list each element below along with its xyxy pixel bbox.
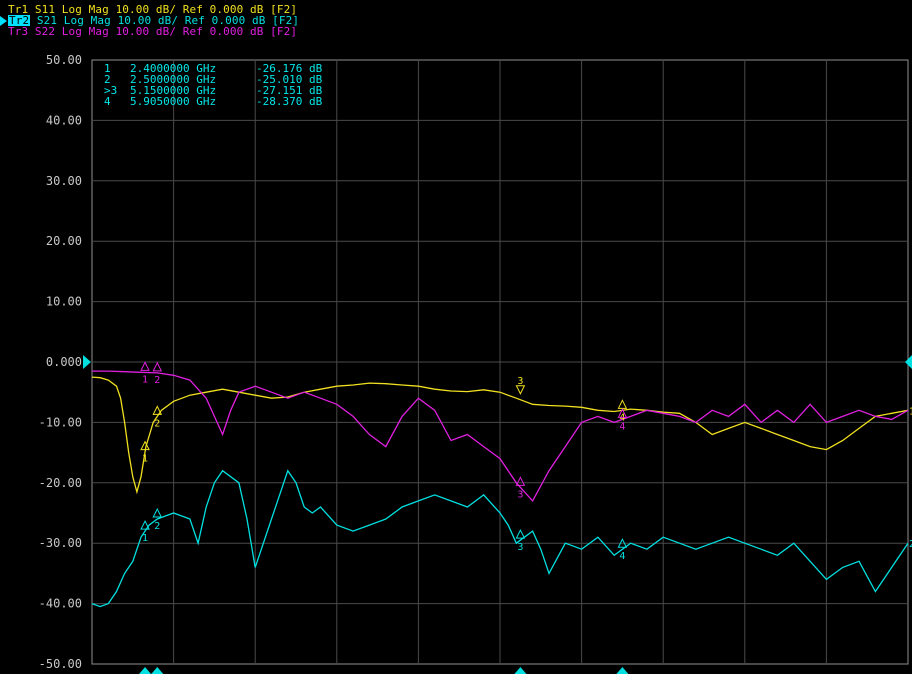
y-tick-label: -30.00 (39, 536, 82, 550)
y-tick-label: -40.00 (39, 597, 82, 611)
marker-3-s21-icon (515, 529, 526, 539)
marker-label: 1 (142, 374, 148, 385)
active-trace-arrow-icon (0, 16, 7, 26)
marker-label: 1 (142, 533, 148, 544)
reference-level-right-icon (905, 355, 912, 369)
trace-header-tr1[interactable]: Tr1 S11 Log Mag 10.00 dB/ Ref 0.000 dB [… (8, 4, 297, 15)
marker-table-frequency: 5.1500000 GHz (130, 84, 216, 97)
marker-1-s11-icon (140, 440, 150, 451)
trace-s11 (91, 376, 909, 495)
y-tick-label: 50.00 (46, 53, 82, 67)
marker-table-value: -28.370 dB (256, 95, 323, 108)
marker-1-s22-icon (140, 361, 150, 371)
marker-position-icon (139, 667, 152, 674)
marker-label: 2 (154, 521, 160, 532)
marker-position-icon (151, 667, 164, 674)
trace-settings: S11 Log Mag 10.00 dB/ Ref 0.000 dB [F2] (28, 3, 298, 16)
y-tick-label: 20.00 (46, 234, 82, 248)
marker-label: 2 (154, 418, 160, 429)
marker-table-label: 1 (104, 62, 111, 75)
trace-s21 (91, 469, 909, 608)
marker-table-label: 2 (104, 73, 111, 86)
trace-settings: S21 Log Mag 10.00 dB/ Ref 0.000 dB [F2] (30, 14, 300, 27)
marker-table-frequency: 2.5000000 GHz (130, 73, 216, 86)
marker-4-s22-icon (617, 408, 628, 418)
marker-1-s21-icon (140, 520, 150, 530)
reference-level-left-icon (83, 355, 91, 369)
trace-end-label: 1 (909, 406, 912, 417)
y-tick-label: -50.00 (39, 657, 82, 671)
marker-position-icon (514, 667, 527, 674)
y-tick-label: -20.00 (39, 476, 82, 490)
marker-label: 3 (517, 542, 523, 553)
marker-2-s21-icon (152, 507, 163, 518)
y-tick-label: 10.00 (46, 295, 82, 309)
marker-4-s21-icon (617, 538, 628, 548)
trace-end-label: 2 (909, 539, 912, 550)
marker-4-s11-icon (617, 399, 628, 409)
marker-3-s11-icon (515, 385, 526, 395)
marker-table-frequency: 5.9050000 GHz (130, 95, 216, 108)
trace-header-tr2[interactable]: Tr2 S21 Log Mag 10.00 dB/ Ref 0.000 dB [… (8, 15, 299, 26)
marker-table-frequency: 2.4000000 GHz (130, 62, 216, 75)
marker-label: 3 (517, 489, 523, 500)
marker-label: 4 (619, 551, 625, 562)
marker-label: 2 (154, 375, 160, 386)
trace-header-tr3[interactable]: Tr3 S22 Log Mag 10.00 dB/ Ref 0.000 dB [… (8, 26, 297, 37)
y-tick-label: -10.00 (39, 415, 82, 429)
y-tick-label: 30.00 (46, 174, 82, 188)
marker-2-s11-icon (152, 405, 163, 415)
marker-table-label: 4 (104, 95, 111, 108)
trace-id[interactable]: Tr1 (8, 3, 29, 16)
y-tick-label: 40.00 (46, 113, 82, 127)
marker-table-value: -25.010 dB (256, 73, 323, 86)
marker-label: 4 (619, 421, 625, 432)
marker-label: 3 (517, 376, 523, 387)
marker-table-value: -26.176 dB (256, 62, 323, 75)
marker-2-s22-icon (152, 361, 163, 372)
trace-settings: S22 Log Mag 10.00 dB/ Ref 0.000 dB [F2] (28, 25, 298, 38)
marker-label: 1 (142, 454, 148, 465)
trace-id[interactable]: Tr3 (8, 25, 29, 38)
trace-id[interactable]: Tr2 (8, 14, 31, 27)
trace-s22 (92, 370, 909, 503)
marker-table-value: -27.151 dB (256, 84, 323, 97)
y-tick-label: 0.000 (46, 355, 82, 369)
marker-3-s22-icon (515, 476, 526, 486)
marker-table-label: >3 (104, 84, 117, 97)
marker-position-icon (616, 667, 629, 674)
